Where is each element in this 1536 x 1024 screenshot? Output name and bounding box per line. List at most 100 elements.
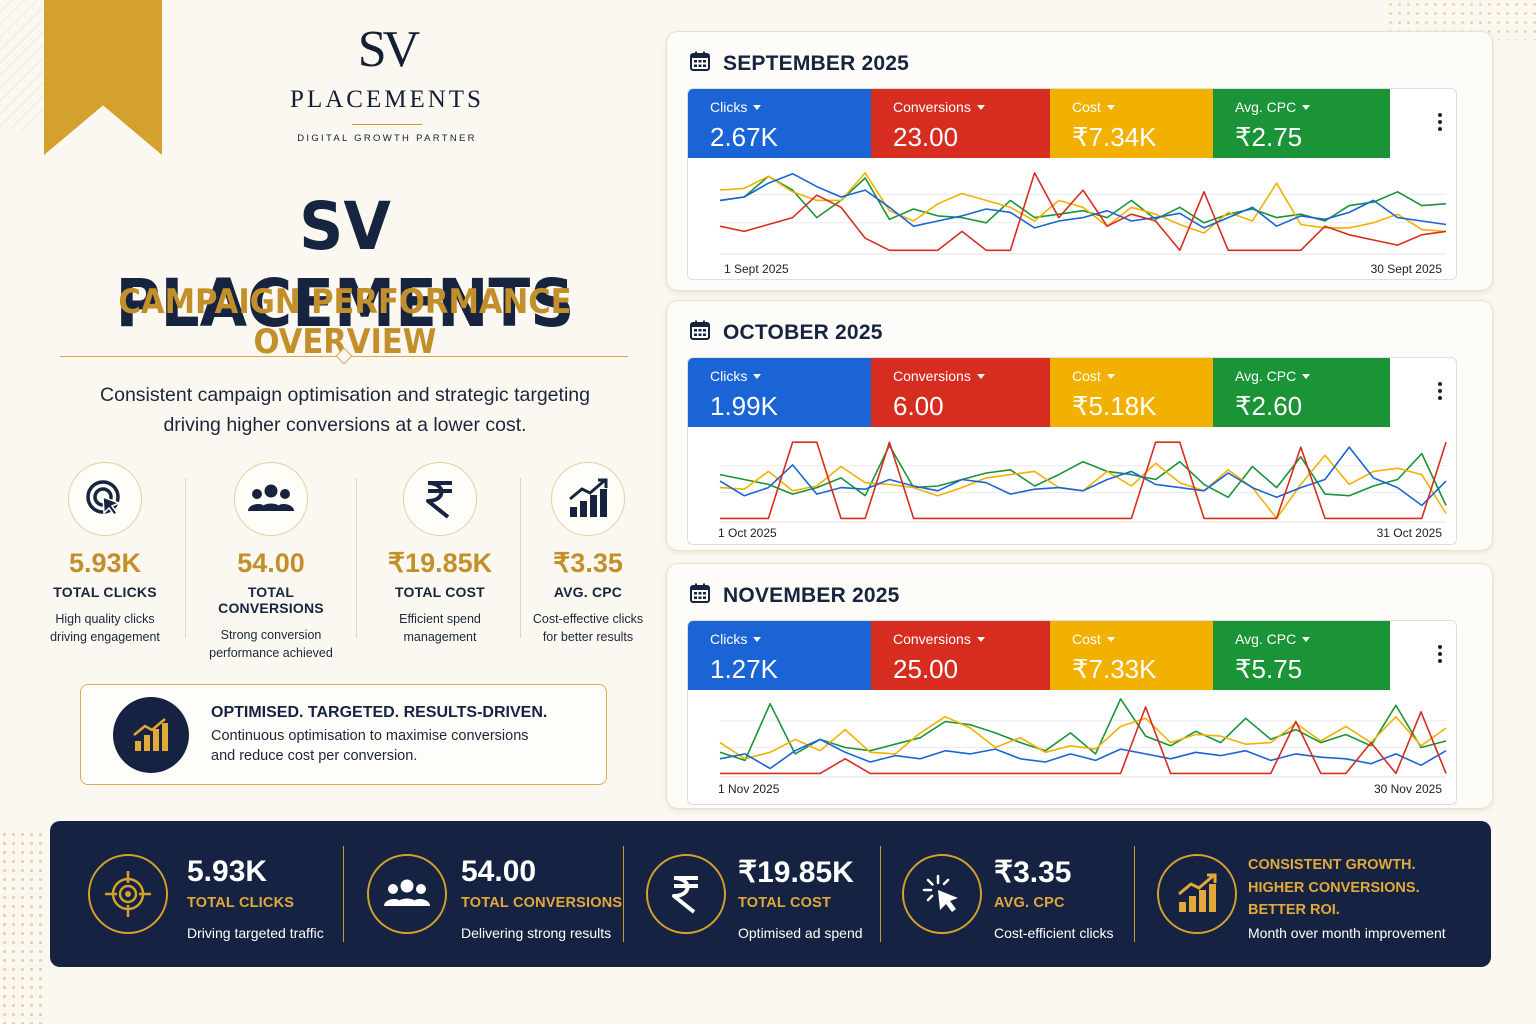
caret-down-icon: [976, 105, 985, 110]
stat-label: AVG. CPC: [553, 584, 623, 600]
series-line-cost: [719, 715, 1447, 760]
panel-header: NOVEMBER 2025: [689, 582, 900, 609]
band-description: Delivering strong results: [461, 925, 612, 941]
stat-total-clicks: 5.93K TOTAL CLICKS High quality clicks dr…: [35, 462, 175, 646]
metric-value: 23.00: [893, 122, 959, 152]
metric-tile-conversions[interactable]: Conversions 25.00: [871, 621, 1050, 690]
band-item-growth: [1157, 821, 1457, 967]
band-item-cpc: ₹3.35 AVG. CPC Cost-efficient clicks: [902, 821, 1142, 967]
dot-pattern-decoration: [0, 830, 48, 1024]
metric-tiles: Clicks 1.27K Conversions 25.00 Cost ₹7.33K …: [688, 621, 1456, 690]
line-chart: [719, 441, 1447, 523]
caret-down-icon: [1302, 374, 1311, 379]
metric-tile-clicks[interactable]: Clicks 2.67K: [688, 89, 871, 158]
stat-description: Efficient spend management: [399, 612, 481, 644]
metrics-card: Clicks 2.67K Conversions 23.00 Cost ₹7.34K …: [687, 88, 1457, 280]
metric-value: 1.99K: [710, 391, 778, 421]
caret-down-icon: [1302, 105, 1311, 110]
caret-down-icon: [1302, 637, 1311, 642]
stat-description: Cost-effective clicks for better results: [532, 612, 644, 644]
band-description: Optimised ad spend: [738, 925, 863, 941]
band-value: 54.00: [461, 855, 537, 888]
chart-end-date: 31 Oct 2025: [1376, 526, 1442, 540]
caret-down-icon: [1106, 105, 1115, 110]
metric-tile-clicks[interactable]: Clicks 1.27K: [688, 621, 871, 690]
rupee-icon: [403, 462, 477, 536]
stat-avg-cpc: ₹3.35 AVG. CPC Cost-effective clicks for …: [522, 462, 654, 646]
bar-growth-icon: [551, 462, 625, 536]
users-icon: [367, 854, 447, 934]
metric-value: 2.67K: [710, 122, 778, 152]
more-options-icon[interactable]: [1432, 382, 1448, 402]
chart-start-date: 1 Oct 2025: [718, 526, 777, 540]
band-item-conversions: 54.00 TOTAL CONVERSIONS Delivering stron…: [367, 821, 627, 967]
month-panel-november: NOVEMBER 2025 Clicks 1.27K Conversions 25.…: [666, 563, 1493, 809]
target-icon: [88, 854, 168, 934]
stat-value: ₹3.35: [553, 548, 623, 578]
divider: [356, 478, 357, 638]
stat-value: 5.93K: [68, 548, 142, 578]
series-line-conversions: [719, 172, 1447, 252]
users-icon: [234, 462, 308, 536]
metric-tile-avg-cpc[interactable]: Avg. CPC ₹2.60: [1213, 358, 1390, 427]
divider: [185, 478, 186, 638]
more-options-icon[interactable]: [1432, 113, 1448, 133]
calendar-icon: [689, 319, 711, 346]
caret-down-icon: [753, 637, 762, 642]
line-chart: [719, 172, 1447, 255]
more-options-icon[interactable]: [1432, 645, 1448, 665]
metric-tile-cost[interactable]: Cost ₹7.33K: [1050, 621, 1213, 690]
metric-value: 25.00: [893, 654, 959, 684]
caret-down-icon: [976, 374, 985, 379]
band-label: TOTAL COST: [738, 895, 832, 911]
logo-tagline: DIGITAL GROWTH PARTNER: [297, 133, 477, 144]
caret-down-icon: [1106, 374, 1115, 379]
panel-header: SEPTEMBER 2025: [689, 50, 909, 77]
metric-tile-avg-cpc[interactable]: Avg. CPC ₹5.75: [1213, 621, 1390, 690]
chart-end-date: 30 Nov 2025: [1373, 782, 1442, 796]
metrics-card: Clicks 1.99K Conversions 6.00 Cost ₹5.18K A…: [687, 357, 1457, 545]
band-description: Month over month improvement: [1248, 925, 1446, 941]
stat-description: Strong conversion performance achieved: [209, 628, 333, 660]
metric-value: 1.27K: [710, 654, 778, 684]
series-line-avg-cpc: [719, 698, 1447, 762]
band-description: Driving targeted traffic: [187, 925, 324, 941]
growth-chart-icon: [113, 697, 189, 773]
band-label: TOTAL CONVERSIONS: [461, 895, 623, 911]
cursor-click-icon: [68, 462, 142, 536]
metric-tile-avg-cpc[interactable]: Avg. CPC ₹2.75: [1213, 89, 1390, 158]
metric-value: ₹7.34K: [1072, 122, 1157, 152]
metric-tile-conversions[interactable]: Conversions 23.00: [871, 89, 1050, 158]
band-item-clicks: 5.93K TOTAL CLICKS Driving targeted traf…: [88, 821, 368, 967]
metric-tile-cost[interactable]: Cost ₹7.34K: [1050, 89, 1213, 158]
metric-tile-cost[interactable]: Cost ₹5.18K: [1050, 358, 1213, 427]
metric-tiles: Clicks 2.67K Conversions 23.00 Cost ₹7.34K …: [688, 89, 1456, 158]
series-line-clicks: [719, 446, 1447, 507]
metric-value: 6.00: [893, 391, 944, 421]
hero-description-line: driving higher conversions at a lower co…: [163, 414, 527, 436]
caret-down-icon: [753, 105, 762, 110]
divider: [1134, 846, 1135, 942]
stat-value: 54.00: [237, 548, 305, 578]
band-value: 5.93K: [187, 855, 268, 888]
corner-lines-decoration: [0, 0, 50, 130]
metric-value: ₹7.33K: [1072, 654, 1157, 684]
series-line-conversions: [720, 441, 1447, 520]
metric-tile-conversions[interactable]: Conversions 6.00: [871, 358, 1050, 427]
cursor-click-icon: [902, 854, 982, 934]
metric-tile-clicks[interactable]: Clicks 1.99K: [688, 358, 871, 427]
caret-down-icon: [753, 374, 762, 379]
stat-label: TOTAL CLICKS: [53, 584, 157, 600]
chart-start-date: 1 Sept 2025: [724, 262, 789, 276]
series-line-clicks: [719, 172, 1447, 229]
callout-box: OPTIMISED. TARGETED. RESULTS-DRIVEN. Con…: [80, 684, 607, 785]
panel-title: SEPTEMBER 2025: [723, 51, 910, 75]
panel-title: NOVEMBER 2025: [723, 583, 900, 607]
calendar-icon: [689, 582, 711, 609]
caret-down-icon: [1106, 637, 1115, 642]
stat-total-cost: ₹19.85K TOTAL COST Efficient spend manage…: [370, 462, 510, 646]
month-panel-september: SEPTEMBER 2025 Clicks 2.67K Conversions 23…: [666, 31, 1493, 291]
stat-total-conversions: 54.00 TOTAL CONVERSIONS Strong conversio…: [196, 462, 346, 662]
metric-value: ₹5.18K: [1072, 391, 1157, 421]
metrics-card: Clicks 1.27K Conversions 25.00 Cost ₹7.33K …: [687, 620, 1457, 805]
